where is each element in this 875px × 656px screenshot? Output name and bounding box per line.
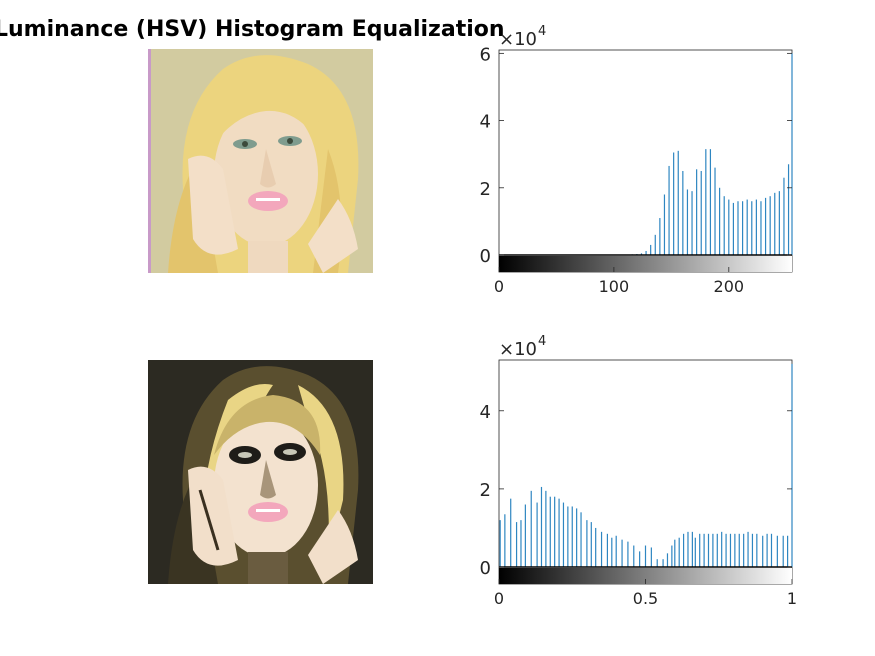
grayscale-colorbar [499, 256, 792, 272]
x-tick-label: 200 [714, 277, 745, 296]
y-tick-label: 6 [480, 44, 491, 65]
y-tick-label: 4 [480, 112, 491, 133]
y-multiplier-label: ×10 [499, 339, 537, 360]
x-tick-label: 1 [787, 589, 797, 608]
y-multiplier-exponent: 4 [538, 334, 546, 349]
y-multiplier-label: ×10 [499, 29, 537, 50]
figure-title: Luminance (HSV) Histogram Equalization [0, 17, 505, 42]
x-tick-label: 0 [494, 277, 504, 296]
grayscale-colorbar [499, 568, 792, 584]
x-tick-label: 100 [599, 277, 630, 296]
original-image [148, 49, 373, 273]
x-tick-label: 0 [494, 589, 504, 608]
y-tick-label: 0 [480, 246, 491, 267]
equalized-image [148, 360, 373, 584]
original-portrait-drawing [148, 49, 373, 273]
y-tick-label: 0 [480, 558, 491, 579]
y-tick-label: 4 [480, 402, 491, 423]
axes-frame [498, 49, 793, 273]
equalized-portrait-drawing [148, 360, 373, 584]
y-tick-label: 2 [480, 179, 491, 200]
y-multiplier-exponent: 4 [538, 24, 546, 39]
y-tick-label: 2 [480, 480, 491, 501]
x-tick-label: 0.5 [633, 589, 658, 608]
